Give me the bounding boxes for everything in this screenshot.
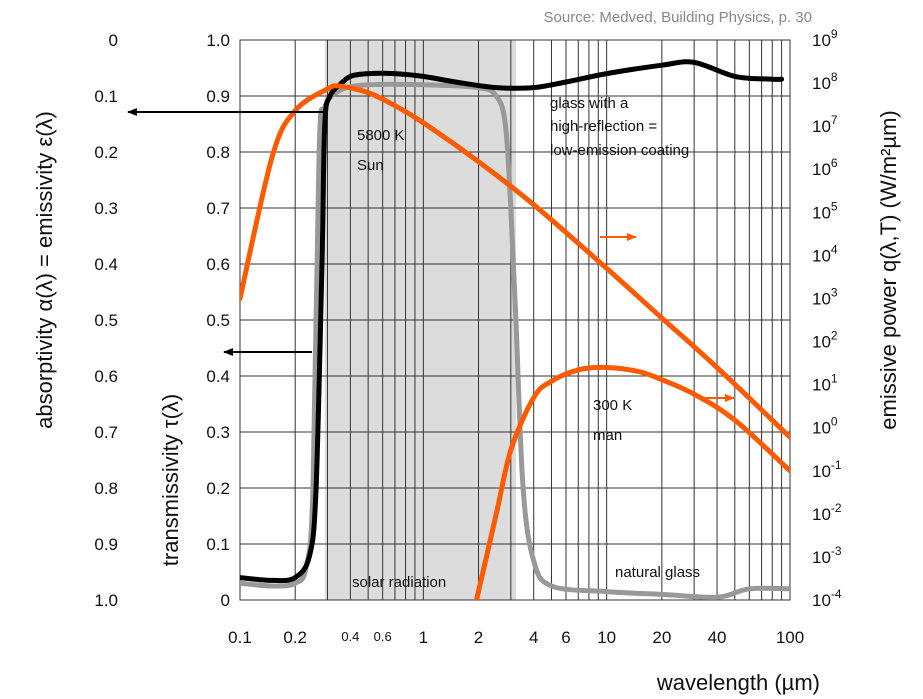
transmissivity-axis-title: transmissivity τ(λ) [158,394,183,566]
absorptivity-tick-label: 0.4 [94,255,118,274]
transmissivity-tick-label: 0 [221,591,230,610]
absorptivity-axis-title: absorptivity α(λ) = emissivity ε(λ) [32,111,57,429]
solar-radiation-label: solar radiation [352,574,446,591]
absorptivity-tick-label: 0.9 [94,535,118,554]
plot-frame [239,39,791,601]
absorptivity-tick-label: 0.6 [94,367,118,386]
series-line-300k-man [474,364,790,600]
x-tick-label: 0.6 [374,629,392,644]
series-line-natural-glass [240,81,790,600]
emissive-power-tick-label: 10-2 [812,501,842,524]
x-axis-tick-labels: 0.1 0.2 0.4 0.6 1 2 4 6 10 20 40 100 [228,628,804,647]
x-tick-label: 100 [776,628,804,647]
x-tick-label: 6 [561,628,570,647]
x-tick-label: 0.2 [283,628,307,647]
emissive-power-axis-title: emissive power q(λ,T) (W/m²µm) [876,110,901,429]
absorptivity-tick-label: 0.3 [94,199,118,218]
transmissivity-tick-label: 0.8 [206,143,230,162]
emissive-power-tick-label: 107 [812,113,838,136]
transmissivity-tick-labels: 0 0.1 0.2 0.3 0.4 0.5 0.6 0.7 0.8 0.9 1.0 [206,31,230,610]
absorptivity-tick-label: 0.5 [94,311,118,330]
emissive-power-tick-labels: 10-4 10-3 10-2 10-1 100 101 102 103 104 105 106 107… [812,27,842,610]
transmissivity-tick-label: 0.2 [206,479,230,498]
transmissivity-tick-label: 0.6 [206,255,230,274]
coating-label-line-2: high-reflection = [550,118,657,135]
transmissivity-tick-label: 0.4 [206,367,230,386]
emissive-power-tick-label: 10-3 [812,544,842,567]
emissive-power-tick-label: 106 [812,156,838,179]
source-note: Source: Medved, Building Physics, p. 30 [544,9,812,26]
coating-label-line-1: glass with a [550,95,629,112]
emissive-power-tick-label: 104 [812,242,838,265]
sun-label-line-2: Sun [357,157,384,174]
x-tick-label: 4 [529,628,538,647]
emissive-power-tick-label: 10-1 [812,458,842,481]
emissive-power-tick-label: 109 [812,27,838,50]
man-label-line-1: 300 K [593,397,632,414]
absorptivity-tick-label: 0.2 [94,143,118,162]
x-tick-label: 40 [708,628,727,647]
absorptivity-tick-label: 1.0 [94,591,118,610]
x-axis-title: wavelength (µm) [656,670,820,695]
x-tick-label: 10 [597,628,616,647]
transmissivity-tick-label: 0.1 [206,535,230,554]
emissive-power-tick-label: 105 [812,199,838,222]
series-line-5800k-sun [240,83,790,440]
absorptivity-tick-label: 0.8 [94,479,118,498]
emissive-power-tick-label: 101 [812,372,838,395]
sun-label-line-1: 5800 K [357,127,405,144]
natural-glass-label: natural glass [615,564,700,581]
x-tick-label: 0.1 [228,628,252,647]
emissive-power-tick-label: 10-4 [812,587,842,610]
absorptivity-tick-label: 0.1 [94,87,118,106]
emissive-power-tick-label: 108 [812,70,838,93]
grid-lines [240,40,790,600]
emissive-power-tick-label: 103 [812,285,838,308]
transmissivity-tick-label: 0.5 [206,311,230,330]
x-tick-label: 2 [474,628,483,647]
man-label-line-2: man [593,427,622,444]
coating-label-line-3: low-emission coating [550,142,689,159]
series-layer [240,59,790,600]
emissive-power-tick-label: 100 [812,415,838,438]
absorptivity-tick-label: 0 [109,31,118,50]
x-tick-label: 1 [419,628,428,647]
transmissivity-tick-label: 0.7 [206,199,230,218]
x-tick-label: 20 [652,628,671,647]
emissive-power-tick-label: 102 [812,329,838,352]
transmissivity-tick-label: 0.3 [206,423,230,442]
x-tick-label: 0.4 [341,629,359,644]
absorptivity-tick-labels: 1.0 0.9 0.8 0.7 0.6 0.5 0.4 0.3 0.2 0.1 0 [94,31,118,610]
transmissivity-tick-label: 0.9 [206,87,230,106]
series-line-coated-glass [240,59,785,584]
absorptivity-tick-label: 0.7 [94,423,118,442]
transmissivity-tick-label: 1.0 [206,31,230,50]
